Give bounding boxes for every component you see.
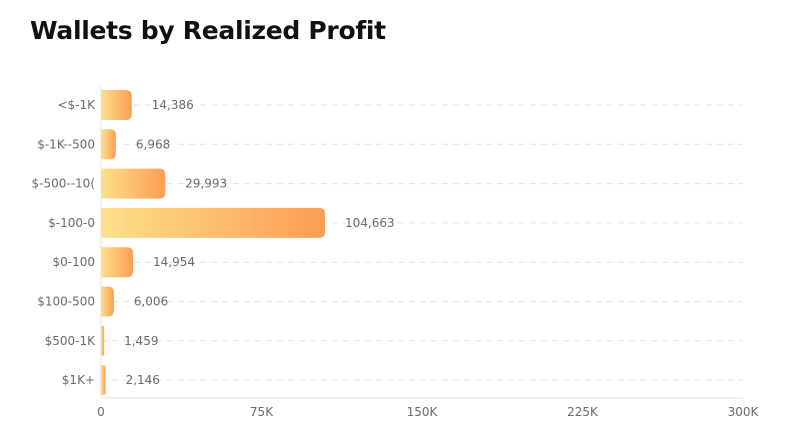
x-tick-label: 75K — [250, 405, 274, 419]
labels: 0 75K 150K 225K 300K <$-1K 14,386 $-1K--500 6,96… — [0, 80, 760, 419]
category-label: $1K+ — [62, 373, 95, 387]
category-label: $-100-0 — [48, 216, 95, 230]
bar — [101, 129, 116, 160]
value-label: 6,006 — [134, 295, 168, 309]
grid-lines — [101, 104, 743, 381]
x-tick-label: 150K — [407, 405, 439, 419]
bar — [101, 90, 132, 120]
category-label: $-1K--500 — [37, 137, 95, 151]
category-label: <$-1K — [57, 98, 96, 112]
x-tick-label: 0 — [97, 405, 105, 419]
x-tick-label: 225K — [567, 405, 599, 419]
bars — [101, 90, 325, 396]
chart-title: Wallets by Realized Profit — [30, 16, 386, 45]
bar — [101, 168, 166, 199]
bar — [101, 247, 134, 278]
category-label: $-500--10( — [32, 177, 95, 191]
value-label: 6,968 — [136, 137, 170, 151]
bar — [101, 207, 325, 238]
x-tick-label: 300K — [728, 405, 760, 419]
bar — [101, 286, 114, 317]
value-label: 14,954 — [153, 255, 195, 269]
category-label: $0-100 — [52, 255, 95, 269]
value-label: 2,146 — [126, 373, 160, 387]
value-label: 1,459 — [124, 334, 158, 348]
value-label: 29,993 — [185, 177, 227, 191]
category-label: $500-1K — [45, 334, 97, 348]
x-axis — [100, 86, 743, 399]
category-label: $100-500 — [37, 295, 95, 309]
label-clip — [0, 80, 20, 400]
bar — [101, 325, 105, 356]
bar — [101, 365, 106, 396]
value-label: 104,663 — [345, 216, 395, 230]
value-label: 14,386 — [152, 98, 194, 112]
